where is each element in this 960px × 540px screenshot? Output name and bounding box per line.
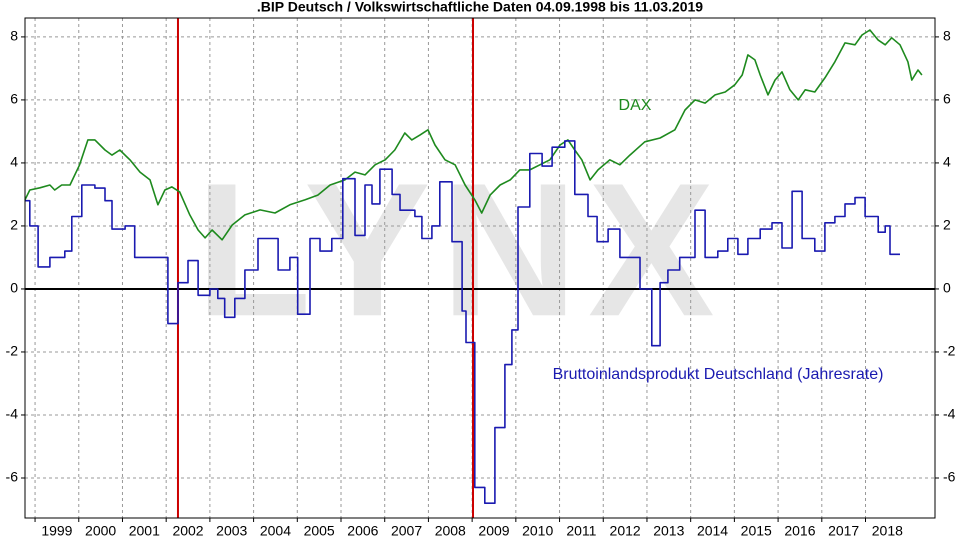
series-line [24, 29, 923, 241]
y-tick-label: 8 [10, 28, 18, 44]
x-tick-label: 2012 [610, 523, 641, 539]
series-label: Bruttoinlandsprodukt Deutschland (Jahres… [553, 366, 884, 383]
x-tick-label: 2006 [347, 523, 378, 539]
x-tick-label: 2002 [172, 523, 203, 539]
x-tick-label: 2000 [85, 523, 116, 539]
y2-tick-label: 4 [943, 154, 951, 170]
y-tick-label: -6 [6, 469, 19, 485]
x-tick-label: 2011 [566, 523, 596, 539]
y2-tick-label: -6 [943, 469, 956, 485]
x-tick-label: 2004 [260, 523, 291, 539]
x-tick-label: 2017 [828, 523, 859, 539]
x-tick-label: 2007 [391, 523, 422, 539]
plot-frame [24, 17, 936, 519]
y-tick-label: 4 [10, 154, 18, 170]
chart-title: .BIP Deutsch / Volkswirtschaftliche Date… [257, 0, 703, 15]
x-tick-label: 2015 [741, 523, 772, 539]
y2-tick-label: 0 [943, 280, 951, 296]
x-tick-label: 2009 [478, 523, 509, 539]
y2-tick-label: 6 [943, 91, 951, 107]
y-tick-label: 2 [10, 217, 18, 233]
x-tick-label: 2014 [697, 523, 728, 539]
watermark: LYNX [195, 144, 724, 356]
x-tick-label: 2003 [216, 523, 247, 539]
y2-tick-label: -2 [943, 343, 956, 359]
y2-tick-label: 2 [943, 217, 951, 233]
y2-tick-label: 8 [943, 28, 951, 44]
y-tick-label: 0 [10, 280, 18, 296]
series-line [25, 140, 900, 504]
series-label: DAX [619, 97, 652, 114]
x-tick-label: 2013 [653, 523, 684, 539]
x-tick-label: 2018 [872, 523, 903, 539]
y-tick-label: 6 [10, 91, 18, 107]
y-tick-label: -2 [6, 343, 19, 359]
x-tick-label: 2016 [784, 523, 815, 539]
y-tick-label: -4 [6, 406, 19, 422]
x-tick-label: 2008 [435, 523, 466, 539]
x-tick-label: 2005 [304, 523, 335, 539]
x-tick-label: 2010 [522, 523, 553, 539]
y2-tick-label: -4 [943, 406, 956, 422]
x-tick-label: 2001 [129, 523, 160, 539]
x-tick-label: 1999 [41, 523, 72, 539]
